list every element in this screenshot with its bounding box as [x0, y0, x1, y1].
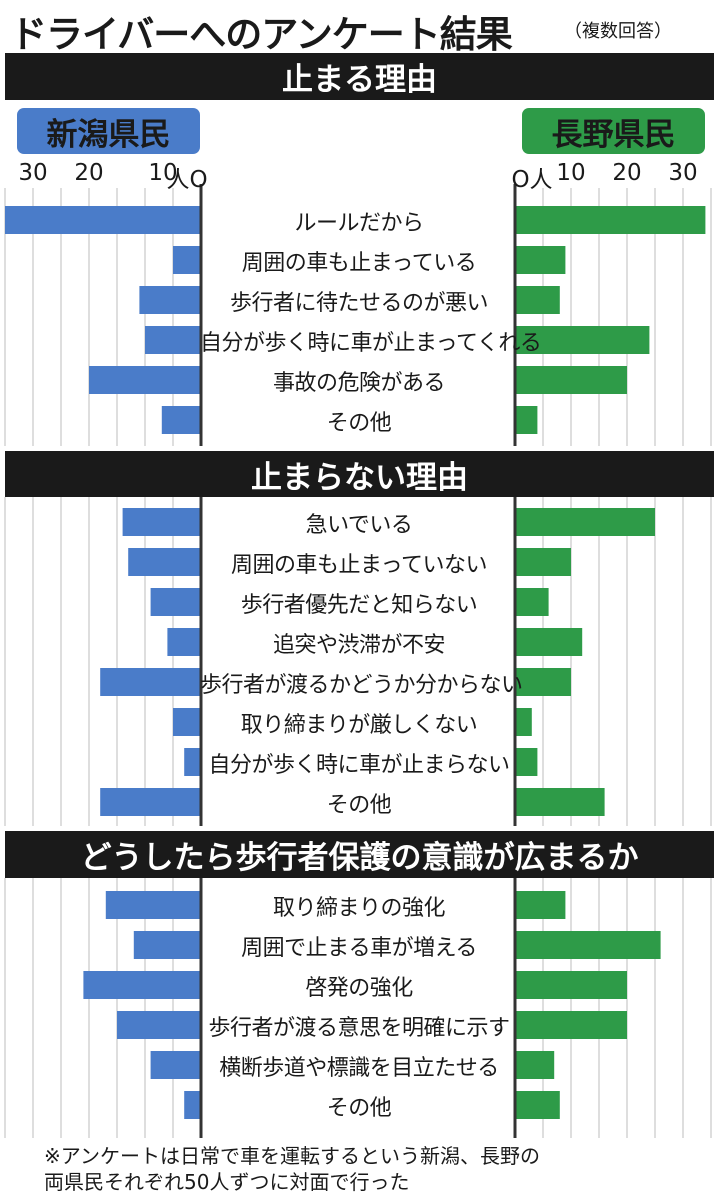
legend-nagano: 長野県民: [522, 108, 705, 154]
tick-left-20: 20: [74, 160, 104, 186]
section-title-reasons-not-stop: 止まらない理由: [5, 451, 714, 497]
bar-nagano: [515, 668, 571, 696]
bar-niigata: [184, 748, 201, 776]
tick-right-10: 10: [556, 160, 586, 186]
row-label: その他: [326, 793, 392, 818]
chart-title: ドライバーへのアンケート結果: [10, 13, 513, 56]
bar-niigata: [100, 788, 201, 816]
row-label: ルールだから: [294, 211, 424, 236]
bar-niigata: [145, 326, 201, 354]
row-label: 歩行者が渡る意思を明確に示す: [208, 1016, 510, 1041]
bar-nagano: [515, 708, 532, 736]
row-label: 自分が歩く時に車が止まらない: [208, 753, 510, 778]
bar-nagano: [515, 628, 583, 656]
bar-niigata: [173, 708, 201, 736]
chart-subtitle: （複数回答）: [564, 21, 672, 42]
row-label: 横断歩道や標識を目立たせる: [219, 1056, 499, 1081]
bar-nagano: [515, 931, 661, 959]
bar-nagano: [515, 406, 538, 434]
bar-nagano: [515, 326, 650, 354]
section-title-reasons-stop: 止まる理由: [5, 53, 714, 100]
bar-niigata: [5, 206, 201, 234]
bar-niigata: [150, 1051, 201, 1079]
tick-right-30: 30: [668, 160, 698, 186]
row-label: 追突や渋滞が不安: [272, 633, 446, 658]
row-label: 周囲の車も止まっていない: [230, 553, 488, 578]
footnote-line-1: ※アンケートは日常で車を運転するという新潟、長野の: [44, 1144, 540, 1168]
row-label: その他: [326, 411, 392, 436]
bar-nagano: [515, 508, 655, 536]
row-label: 事故の危険がある: [272, 371, 446, 396]
legend-niigata: 新潟県民: [17, 108, 200, 154]
row-label: 歩行者が渡るかどうか分からない: [200, 673, 523, 698]
bar-niigata: [83, 971, 201, 999]
bar-nagano: [515, 206, 706, 234]
bar-niigata: [89, 366, 201, 394]
row-label: 取り締まりの強化: [272, 896, 446, 921]
bar-niigata: [105, 891, 201, 919]
row-label: 周囲で止まる車が増える: [241, 936, 477, 961]
row-label: 歩行者優先だと知らない: [240, 593, 478, 618]
bar-niigata: [139, 286, 201, 314]
bar-nagano: [515, 286, 560, 314]
bar-niigata: [184, 1091, 201, 1119]
bar-niigata: [122, 508, 201, 536]
bar-nagano: [515, 588, 549, 616]
row-label: 自分が歩く時に車が止まってくれる: [200, 331, 542, 356]
row-label: 急いでいる: [305, 513, 413, 538]
tick-left-10-unit: 10: [148, 160, 178, 186]
row-label: 啓発の強化: [305, 976, 413, 1001]
bar-nagano: [515, 788, 605, 816]
row-label: 周囲の車も止まっている: [241, 251, 477, 276]
row-label: その他: [326, 1096, 392, 1121]
bar-nagano: [515, 246, 566, 274]
bar-nagano: [515, 366, 627, 394]
bar-nagano: [515, 891, 566, 919]
bar-nagano: [515, 1011, 627, 1039]
bar-niigata: [173, 246, 201, 274]
bar-niigata: [117, 1011, 201, 1039]
bar-niigata: [150, 588, 201, 616]
tick-left-0: 人O: [166, 167, 208, 193]
footnote: ※アンケートは日常で車を運転するという新潟、長野の 両県民それぞれ50人ずつに対…: [44, 1143, 540, 1195]
bar-nagano: [515, 971, 627, 999]
bar-niigata: [161, 406, 201, 434]
row-label: 歩行者に待たせるのが悪い: [229, 291, 489, 316]
bar-nagano: [515, 748, 538, 776]
tick-left-30: 30: [18, 160, 48, 186]
section-title-awareness: どうしたら歩行者保護の意識が広まるか: [5, 831, 714, 878]
bar-nagano: [515, 1051, 555, 1079]
bar-niigata: [133, 931, 201, 959]
bar-nagano: [515, 548, 571, 576]
footnote-line-2: 両県民それぞれ50人ずつに対面で行った: [44, 1170, 410, 1194]
bar-niigata: [100, 668, 201, 696]
bar-nagano: [515, 1091, 560, 1119]
tick-right-20: 20: [612, 160, 642, 186]
bar-niigata: [167, 628, 201, 656]
row-label: 取り締まりが厳しくない: [240, 713, 478, 738]
bar-niigata: [128, 548, 201, 576]
tick-right-0: O人: [511, 167, 553, 193]
